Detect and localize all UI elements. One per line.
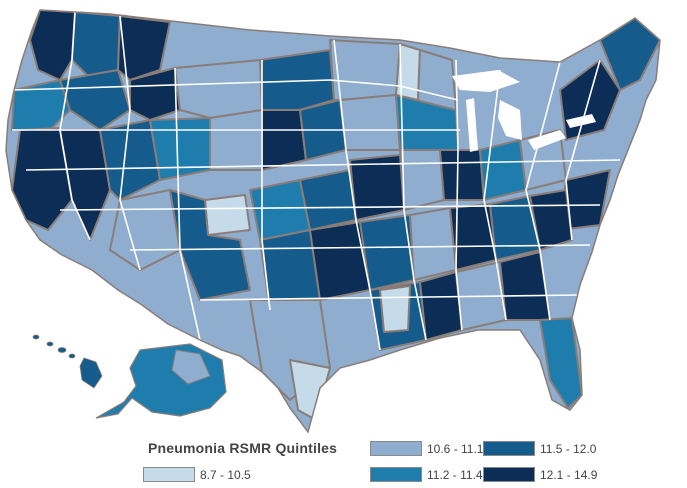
map-region — [379, 285, 411, 333]
great-lakes — [452, 70, 596, 152]
state-boundary — [261, 60, 271, 311]
map-region — [11, 79, 71, 131]
state-boundary — [174, 67, 201, 341]
state-boundary — [399, 43, 427, 341]
map-region — [329, 39, 401, 101]
legend-label-1: 8.7 - 10.5 — [200, 467, 251, 482]
legend-swatch-5 — [483, 467, 535, 482]
legend-label-4: 11.5 - 12.0 — [540, 441, 597, 456]
legend-item-2: 10.6 - 11.1 — [370, 441, 483, 456]
map-region — [99, 119, 161, 201]
alaska — [95, 343, 227, 419]
state-boundary — [13, 79, 459, 101]
map-region — [174, 59, 263, 119]
legend-label-3: 11.2 - 11.4 — [427, 467, 483, 482]
map-region — [409, 207, 457, 281]
legend-swatch-2 — [370, 441, 422, 456]
state-boundary — [119, 15, 141, 271]
map-region — [209, 109, 263, 171]
map-region — [71, 11, 121, 79]
state-boundary — [59, 204, 601, 211]
legend-item-4: 11.5 - 12.0 — [483, 441, 596, 456]
map-region — [539, 317, 583, 409]
state-boundary — [483, 69, 507, 321]
map-region — [299, 169, 357, 231]
continental-us — [6, 10, 660, 430]
legend-swatch-1 — [143, 467, 195, 482]
legend-item-3: 11.2 - 11.4 — [370, 467, 483, 482]
hawaii — [32, 334, 103, 389]
state-boundary — [129, 244, 591, 251]
state-boundary — [199, 294, 581, 301]
state-boundary — [455, 59, 463, 331]
us-outline — [5, 9, 661, 434]
map-region — [261, 109, 307, 171]
legend-item-5: 12.1 - 14.9 — [483, 467, 597, 482]
map-region — [439, 149, 485, 201]
legend-label-2: 10.6 - 11.1 — [427, 441, 484, 456]
map-region — [419, 271, 463, 341]
map-region — [169, 189, 251, 301]
state-boundary — [25, 159, 621, 171]
legend-swatch-3 — [370, 467, 422, 482]
state-boundary — [525, 61, 561, 321]
map-region — [59, 69, 131, 131]
map-region — [204, 194, 251, 236]
legend-title: Pneumonia RSMR Quintiles — [148, 440, 338, 456]
map-region — [149, 117, 211, 181]
map-region — [339, 94, 401, 151]
legend-item-1: 8.7 - 10.5 — [143, 467, 251, 482]
legend-swatch-4 — [483, 441, 535, 456]
state-boundary — [333, 39, 381, 351]
state-boundary — [59, 11, 91, 241]
state-boundary — [565, 59, 601, 241]
map-region — [399, 149, 445, 211]
legend-label-5: 12.1 - 14.9 — [540, 467, 598, 482]
